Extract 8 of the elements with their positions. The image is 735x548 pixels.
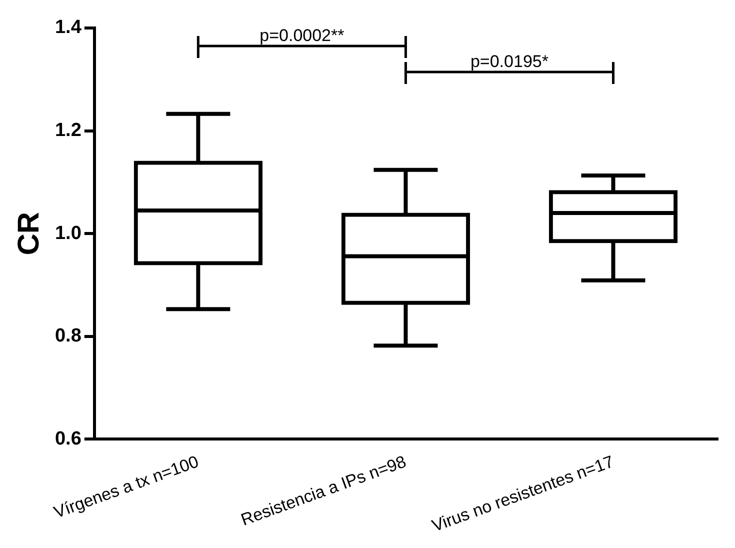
- y-tick-label: 0.8: [54, 326, 82, 347]
- y-tick-label: 1.2: [54, 120, 82, 142]
- y-axis-title: CR: [12, 212, 46, 256]
- annotation: p=0.0195*: [470, 52, 549, 72]
- annotation: p=0.0002**: [260, 26, 345, 46]
- y-tick-label: 0.6: [54, 428, 82, 450]
- y-tick-label: 1.4: [54, 17, 82, 38]
- y-tick-label: 1.0: [54, 222, 82, 244]
